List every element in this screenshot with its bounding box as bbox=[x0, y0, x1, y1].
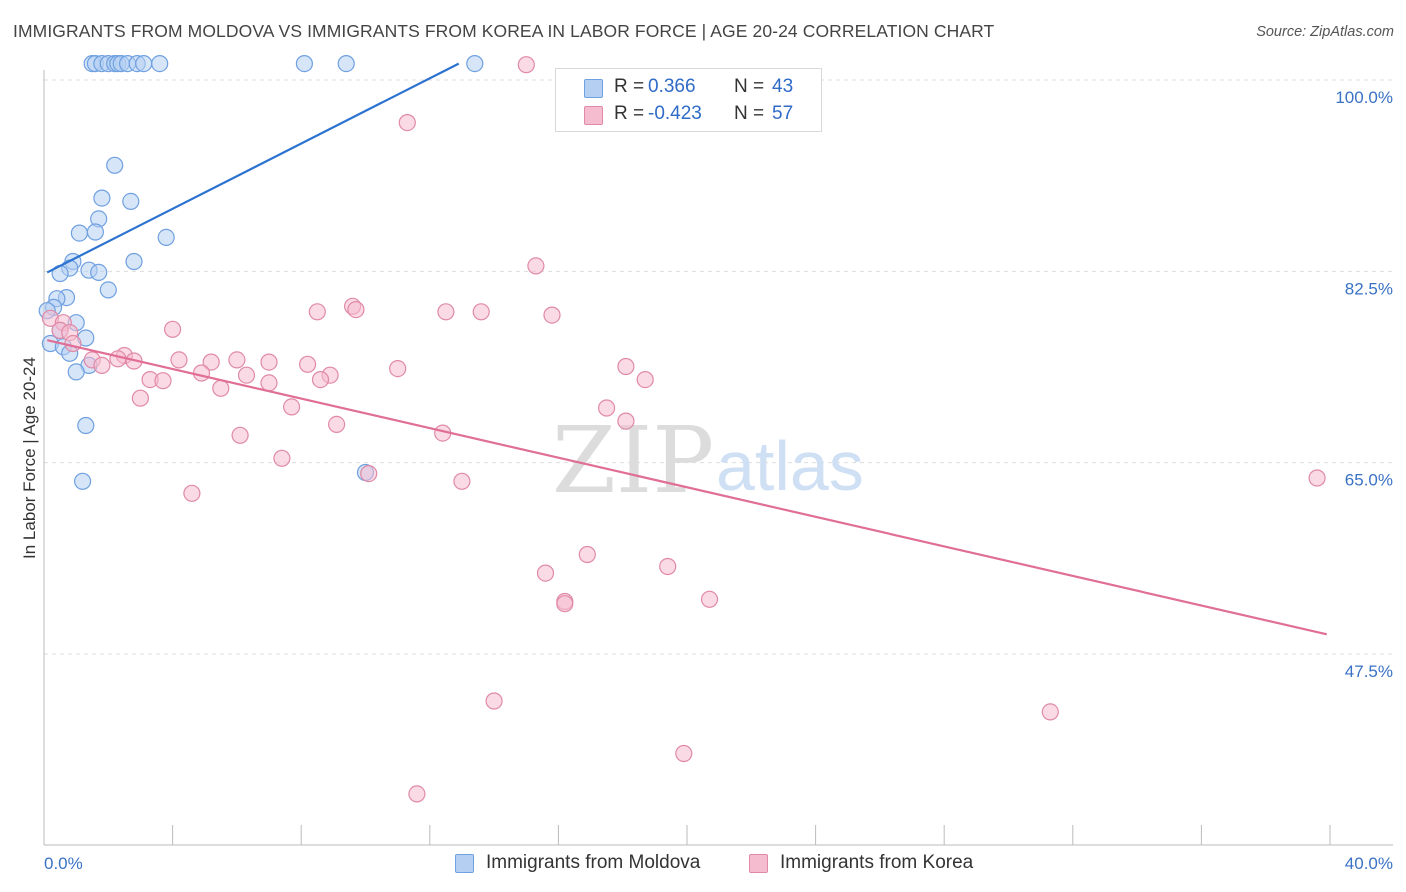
data-point bbox=[347, 301, 365, 319]
data-point bbox=[597, 399, 616, 417]
series-1-points bbox=[41, 56, 1326, 803]
data-point bbox=[1041, 703, 1059, 721]
data-point bbox=[183, 484, 201, 502]
data-point bbox=[389, 360, 407, 378]
x-tick-label-right: 40.0% bbox=[1345, 854, 1393, 873]
data-point bbox=[122, 192, 140, 210]
y-tick-label-3: 47.5% bbox=[1345, 662, 1393, 681]
legend-row-korea: R = -0.423 N = 57 bbox=[556, 101, 821, 127]
legend-r-label: R = bbox=[614, 76, 645, 97]
legend-row-moldova: R = 0.366 N = 43 bbox=[556, 74, 821, 100]
data-point bbox=[1308, 469, 1326, 487]
data-point bbox=[170, 351, 188, 369]
data-point bbox=[73, 472, 92, 490]
data-point bbox=[617, 412, 635, 430]
trend-line-0 bbox=[46, 62, 460, 274]
legend-swatch-korea bbox=[749, 854, 768, 873]
data-point bbox=[70, 224, 89, 242]
data-point bbox=[485, 692, 503, 710]
watermark: ZIP atlas bbox=[552, 407, 864, 514]
data-point bbox=[260, 353, 278, 371]
legend-n-value-korea: 57 bbox=[772, 103, 794, 124]
data-point bbox=[328, 415, 346, 433]
data-point bbox=[106, 156, 124, 174]
data-point bbox=[408, 785, 426, 803]
chart-source: Source: ZipAtlas.com bbox=[1256, 24, 1394, 40]
data-point bbox=[311, 371, 330, 389]
data-point bbox=[125, 252, 143, 271]
chart-title: IMMIGRANTS FROM MOLDOVA VS IMMIGRANTS FR… bbox=[13, 21, 995, 41]
data-point bbox=[295, 54, 313, 73]
legend-swatch-korea bbox=[584, 106, 603, 125]
legend-swatch-moldova bbox=[584, 79, 603, 98]
data-point bbox=[527, 257, 545, 275]
data-point bbox=[398, 113, 416, 132]
data-point bbox=[543, 306, 561, 324]
legend-n-label: N = bbox=[734, 76, 765, 97]
legend-r-value-korea: -0.423 bbox=[648, 103, 702, 124]
trendlines bbox=[46, 62, 1328, 636]
data-point bbox=[77, 416, 95, 435]
legend-n-value-moldova: 43 bbox=[772, 76, 794, 97]
y-tick-label-1: 82.5% bbox=[1345, 279, 1393, 298]
series-legend: Immigrants from Moldova Immigrants from … bbox=[0, 852, 1406, 878]
data-point bbox=[283, 398, 301, 416]
data-point bbox=[617, 357, 635, 376]
data-point bbox=[517, 56, 535, 74]
data-point bbox=[90, 263, 108, 281]
data-point bbox=[157, 228, 175, 246]
data-point bbox=[536, 564, 555, 582]
data-point bbox=[636, 371, 654, 389]
data-point bbox=[93, 356, 111, 374]
data-point bbox=[700, 590, 719, 608]
data-point bbox=[466, 54, 484, 73]
data-point bbox=[64, 334, 82, 353]
data-point bbox=[192, 364, 211, 382]
trend-line-1 bbox=[46, 339, 1328, 636]
legend-r-label: R = bbox=[614, 103, 645, 124]
axes bbox=[43, 70, 1393, 846]
correlation-legend: R = 0.366 N = 43 R = -0.423 N = 57 bbox=[555, 68, 822, 132]
data-point bbox=[135, 54, 153, 73]
data-point bbox=[154, 372, 172, 390]
data-point bbox=[675, 744, 693, 763]
data-point bbox=[237, 366, 256, 384]
data-point bbox=[212, 379, 230, 397]
watermark-atlas: atlas bbox=[716, 427, 864, 505]
data-point bbox=[273, 449, 291, 467]
data-point bbox=[360, 465, 378, 483]
data-point bbox=[151, 54, 169, 73]
data-point bbox=[93, 189, 111, 207]
y-tick-labels: 100.0% 82.5% 65.0% 47.5% bbox=[1335, 88, 1393, 681]
data-point bbox=[131, 389, 149, 407]
x-tick-label-left: 0.0% bbox=[44, 854, 83, 873]
legend-n-label: N = bbox=[734, 103, 765, 124]
data-point bbox=[86, 223, 105, 241]
data-point bbox=[299, 355, 317, 373]
y-tick-label-2: 65.0% bbox=[1345, 471, 1393, 490]
data-point bbox=[556, 595, 574, 613]
data-point bbox=[260, 374, 278, 392]
data-point bbox=[67, 363, 85, 381]
data-point bbox=[164, 320, 182, 338]
series-points bbox=[38, 54, 1326, 803]
data-point bbox=[231, 426, 249, 444]
y-axis-title: In Labor Force | Age 20-24 bbox=[20, 357, 39, 559]
legend-label-korea: Immigrants from Korea bbox=[780, 852, 974, 873]
legend-r-value-moldova: 0.366 bbox=[648, 76, 696, 97]
legend-label-moldova: Immigrants from Moldova bbox=[486, 852, 701, 873]
data-point bbox=[202, 353, 220, 371]
y-tick-label-0: 100.0% bbox=[1335, 88, 1393, 107]
data-point bbox=[337, 54, 355, 73]
data-point bbox=[578, 545, 596, 564]
data-point bbox=[228, 351, 246, 369]
legend-swatch-moldova bbox=[455, 854, 474, 873]
data-point bbox=[453, 472, 471, 490]
data-point bbox=[308, 303, 326, 321]
data-point bbox=[659, 557, 677, 576]
data-point bbox=[437, 303, 455, 321]
data-point bbox=[472, 303, 490, 321]
data-point bbox=[99, 281, 117, 299]
